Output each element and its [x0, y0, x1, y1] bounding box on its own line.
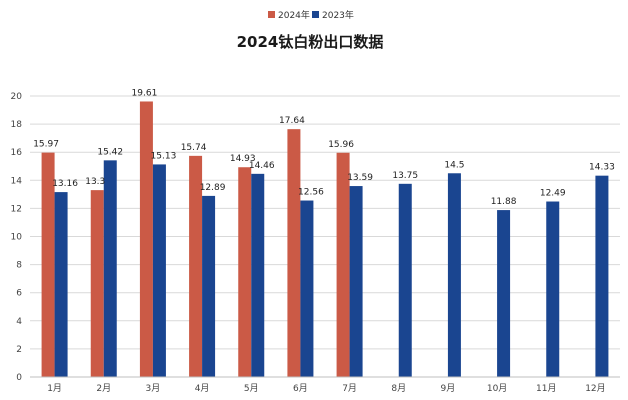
bar-2023-5 [251, 173, 265, 377]
data-label: 15.96 [328, 140, 354, 150]
y-tick-label: 6 [16, 289, 22, 299]
legend-label-2: 2023年 [322, 9, 354, 21]
data-label: 14.93 [230, 154, 256, 164]
data-label: 13.59 [347, 173, 373, 183]
data-label: 15.97 [33, 140, 59, 150]
x-tick-label: 12月 [585, 383, 605, 394]
bar-2024-7 [336, 152, 350, 377]
x-tick-label: 8月 [391, 383, 406, 394]
y-tick-label: 4 [16, 317, 22, 327]
data-label: 14.5 [444, 160, 464, 170]
y-axis-ticks: 0 2 4 6 8 10 12 14 16 18 20 [11, 92, 23, 383]
x-tick-label: 6月 [293, 383, 308, 394]
bar-2023-10 [497, 210, 511, 377]
x-tick-label: 2月 [96, 383, 111, 394]
data-label: 14.33 [589, 163, 615, 173]
data-label: 13.3 [85, 177, 105, 187]
x-tick-label: 7月 [342, 383, 357, 394]
data-label: 15.74 [181, 143, 207, 153]
bar-2023-6 [300, 200, 314, 377]
bar-2023-11 [546, 201, 560, 377]
bar-2023-3 [152, 164, 166, 377]
chart-title: 2024钛白粉出口数据 [237, 33, 384, 51]
bars [41, 101, 609, 378]
gridlines [30, 95, 620, 350]
bar-2024-6 [287, 129, 301, 377]
bar-2023-12 [595, 175, 609, 377]
bar-2024-1 [41, 152, 55, 377]
y-tick-label: 12 [11, 204, 22, 214]
data-label: 13.75 [392, 171, 418, 181]
x-tick-label: 4月 [195, 383, 210, 394]
data-labels: 15.97 13.16 13.3 15.42 19.61 15.13 15.74 12.89 1… [33, 88, 615, 207]
y-tick-label: 14 [11, 176, 23, 186]
bar-2024-5 [238, 167, 252, 377]
bar-2023-4 [202, 195, 216, 377]
y-tick-label: 16 [11, 148, 23, 158]
legend-label-1: 2024年 [278, 9, 310, 21]
legend: 2024年 2023年 [268, 9, 354, 21]
y-tick-label: 18 [11, 120, 23, 130]
data-label: 12.49 [540, 189, 566, 199]
bar-2023-9 [447, 173, 461, 377]
data-label: 12.56 [298, 188, 324, 198]
x-tick-label: 5月 [244, 383, 259, 394]
x-tick-label: 11月 [536, 383, 556, 394]
data-label: 12.89 [200, 183, 226, 193]
data-label: 13.16 [52, 179, 78, 189]
data-label: 15.13 [151, 151, 177, 161]
x-axis-ticks: 1月 2月 3月 4月 5月 6月 7月 8月 9月 10月 11月 12月 [47, 383, 605, 394]
x-tick-label: 9月 [441, 383, 456, 394]
y-tick-label: 2 [16, 345, 22, 355]
y-tick-label: 0 [16, 373, 22, 383]
y-tick-label: 8 [16, 261, 22, 271]
bar-2024-2 [90, 190, 104, 377]
data-label: 14.46 [249, 161, 275, 171]
bar-2023-8 [398, 183, 412, 377]
x-tick-label: 1月 [47, 383, 62, 394]
data-label: 11.88 [491, 197, 517, 207]
bar-2023-2 [103, 160, 117, 377]
x-tick-label: 3月 [146, 383, 161, 394]
legend-swatch-2 [312, 11, 319, 18]
bar-2024-3 [139, 101, 153, 378]
bar-2024-4 [189, 155, 203, 377]
bar-2023-7 [349, 186, 363, 377]
data-label: 17.64 [279, 116, 305, 126]
y-tick-label: 20 [11, 92, 23, 102]
data-label: 19.61 [132, 88, 158, 98]
x-tick-label: 10月 [487, 383, 507, 394]
y-tick-label: 10 [11, 233, 23, 243]
legend-swatch-1 [268, 11, 275, 18]
bar-2023-1 [54, 192, 68, 377]
data-label: 15.42 [97, 147, 123, 157]
